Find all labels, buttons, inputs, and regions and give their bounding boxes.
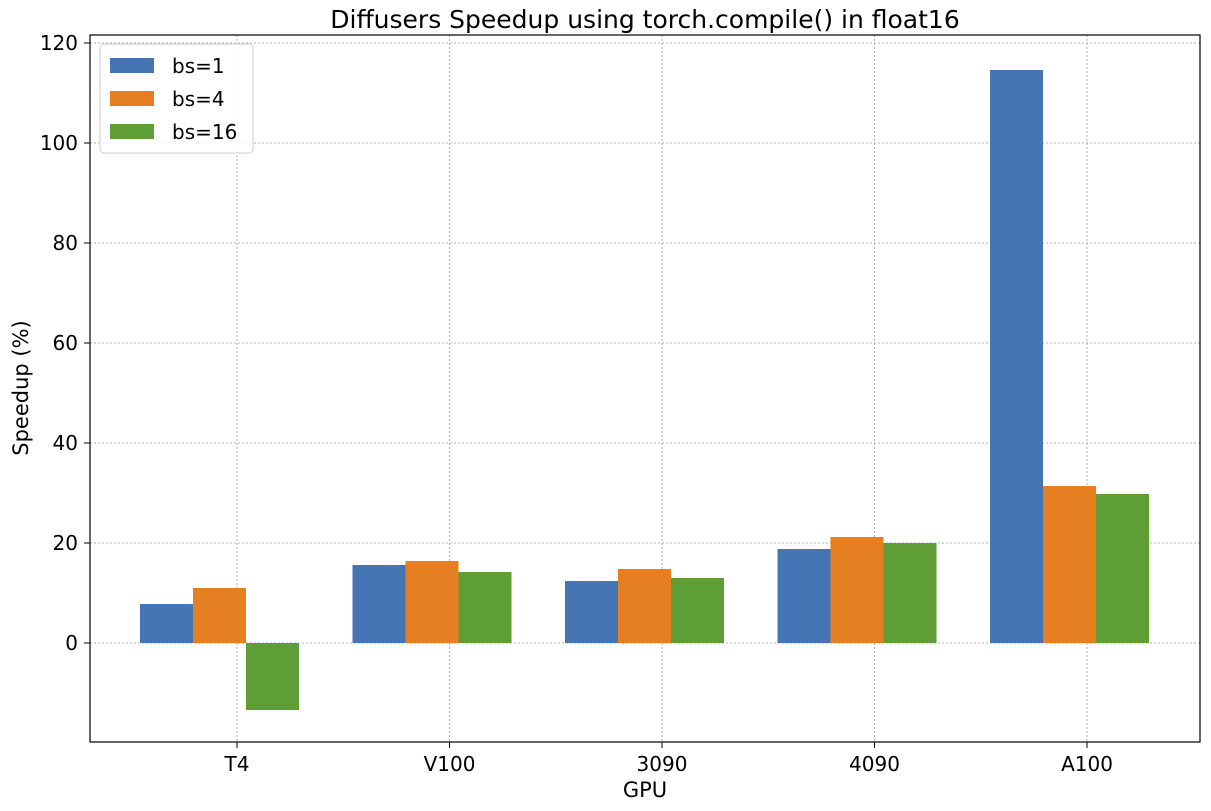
legend-swatch <box>110 58 154 73</box>
legend-label: bs=16 <box>172 120 237 144</box>
x-tick-label: A100 <box>1061 752 1113 776</box>
x-axis-label: GPU <box>623 778 667 802</box>
x-tick-label: V100 <box>424 752 476 776</box>
bar-bs=1-4090 <box>777 549 831 643</box>
legend-swatch <box>110 91 154 106</box>
y-axis-label: Speedup (%) <box>9 320 33 456</box>
bar-bs=4-A100 <box>1043 486 1096 643</box>
bar-bs=4-3090 <box>618 569 671 643</box>
y-tick-label: 0 <box>65 631 78 655</box>
bar-bs=1-V100 <box>352 565 406 643</box>
plot-frame <box>89 34 1201 743</box>
legend: bs=1 bs=4 bs=16 <box>99 43 254 154</box>
legend-label: bs=1 <box>172 54 225 78</box>
x-tick-label: T4 <box>224 752 250 776</box>
legend-swatch <box>110 124 154 139</box>
y-tick-label: 100 <box>40 131 78 155</box>
bar-bs=16-V100 <box>458 572 512 643</box>
y-tick-label: 120 <box>40 31 78 55</box>
chart-title: Diffusers Speedup using torch.compile() … <box>330 5 960 34</box>
bar-bs=16-T4 <box>246 643 299 710</box>
bar-bs=4-4090 <box>830 537 884 643</box>
bar-bs=4-T4 <box>193 588 246 643</box>
y-tick-label: 60 <box>53 331 78 355</box>
bar-bs=16-3090 <box>671 578 724 643</box>
bar-bs=4-V100 <box>405 561 459 643</box>
y-tick-label: 80 <box>53 231 78 255</box>
x-tick-label: 3090 <box>637 752 688 776</box>
bar-bs=1-A100 <box>990 70 1043 643</box>
x-tick-label: 4090 <box>849 752 900 776</box>
bar-bs=1-3090 <box>565 581 618 643</box>
bar-bs=16-A100 <box>1096 494 1149 643</box>
y-tick-label: 40 <box>53 431 78 455</box>
y-tick-label: 20 <box>53 531 78 555</box>
bar-bs=1-T4 <box>140 604 193 643</box>
legend-label: bs=4 <box>172 87 225 111</box>
bar-bs=16-4090 <box>883 543 937 643</box>
